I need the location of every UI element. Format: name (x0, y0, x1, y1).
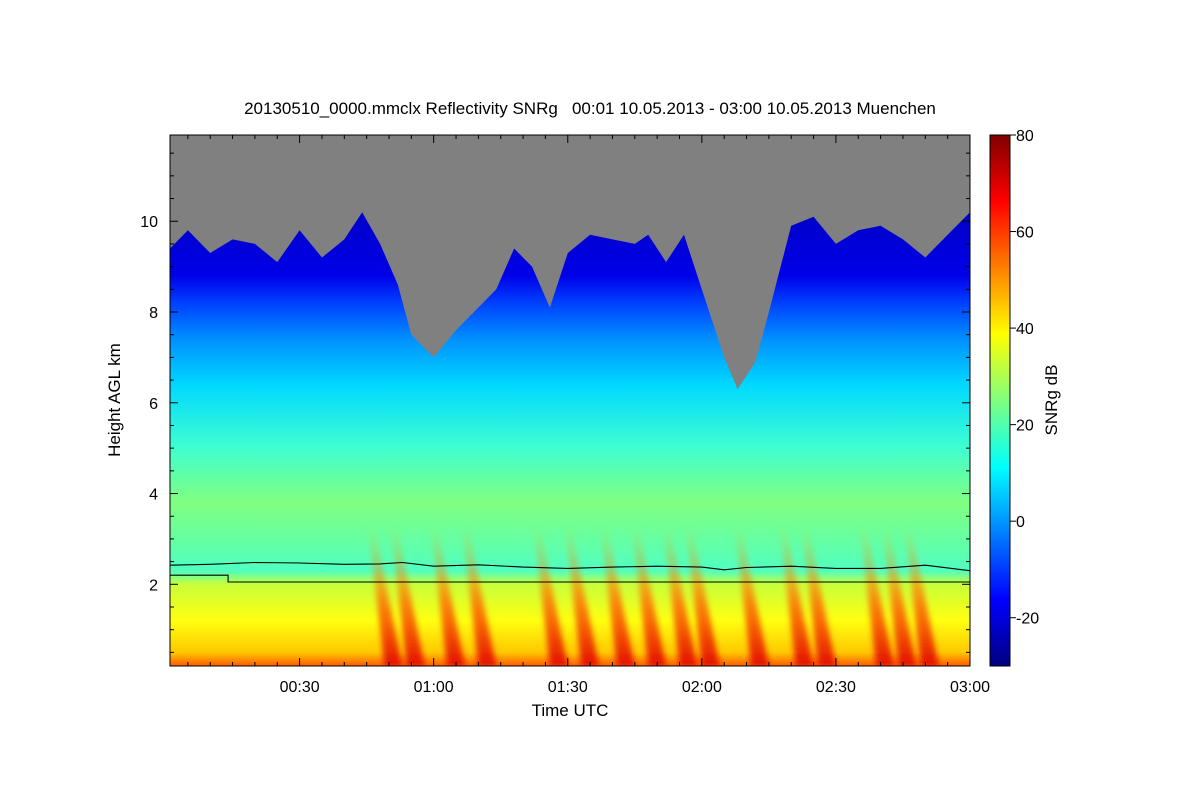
colorbar-tick-label: 60 (1016, 225, 1034, 242)
y-tick-label: 6 (149, 396, 158, 413)
plot-frame (169, 134, 971, 667)
convective-streaks (368, 525, 939, 666)
convective-streak (685, 525, 720, 666)
convective-streak (390, 525, 425, 666)
plot-area (170, 135, 970, 666)
x-tick-label: 01:30 (548, 679, 588, 696)
x-tick-label: 02:00 (682, 679, 722, 696)
series-line (170, 574, 970, 583)
x-tick-label: 02:30 (816, 679, 856, 696)
x-tick-label: 00:30 (280, 679, 320, 696)
convective-streak (882, 525, 917, 666)
colorbar-tick-label: -20 (1016, 611, 1039, 628)
y-tick-label: 8 (149, 305, 158, 322)
convective-streak (368, 525, 403, 666)
colorbar-tick-label: 20 (1016, 418, 1034, 435)
y-axis-ticks: 2 4 6 8 10 (140, 152, 970, 653)
convective-streak (533, 525, 568, 666)
x-tick-label: 03:00 (950, 679, 990, 696)
series-line (170, 561, 970, 572)
convective-streak (663, 525, 698, 666)
y-axis-label: Height AGL km (105, 343, 124, 457)
y-tick-label: 4 (149, 487, 158, 504)
convective-streak (904, 525, 939, 666)
convective-streak (600, 525, 635, 666)
convective-streak (779, 525, 814, 666)
x-axis-label: Time UTC (532, 701, 609, 720)
colorbar-label: SNRg dB (1042, 365, 1061, 436)
convective-streak (631, 525, 667, 666)
colorbar-tick-label: 0 (1016, 514, 1025, 531)
convective-streak (564, 525, 600, 666)
convective-streak (734, 525, 769, 666)
convective-streak (430, 525, 466, 666)
y-tick-label: 10 (140, 214, 158, 231)
y-tick-label: 2 (149, 577, 158, 594)
convective-streak (859, 525, 895, 666)
colorbar-tick-label: 80 (1016, 128, 1034, 145)
x-axis-ticks: 00:30 01:00 01:30 02:00 02:30 03:00 (187, 135, 990, 696)
colorbar-ticks: -20 0 20 40 60 80 (1010, 128, 1039, 628)
chart-title: 20130510_0000.mmclx Reflectivity SNRg 00… (244, 99, 936, 118)
convective-streak (461, 525, 497, 666)
colorbar-tick-label: 40 (1016, 321, 1034, 338)
reflectivity-field (170, 212, 970, 666)
convective-streak (801, 525, 836, 666)
colorbar (989, 134, 1011, 667)
x-tick-label: 01:00 (414, 679, 454, 696)
